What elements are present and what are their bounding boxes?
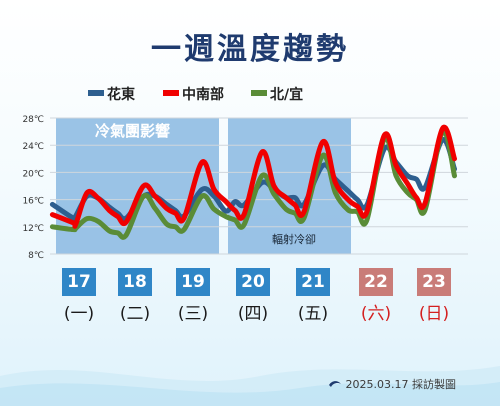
legend-label-hualien: 花東 — [107, 87, 135, 103]
series-line-1 — [49, 124, 457, 229]
day-date: 19 — [176, 268, 210, 296]
day-date: 21 — [296, 268, 330, 296]
legend: 花東 中南部 北/宜 — [88, 85, 348, 103]
day-weekday: (日) — [418, 304, 450, 324]
day-date: 22 — [359, 268, 393, 296]
decorative-wave — [0, 366, 500, 406]
day-weekday: (二) — [119, 304, 151, 324]
y-tick-label: 28℃ — [22, 115, 44, 125]
legend-label-north-yilan: 北/宜 — [270, 87, 304, 103]
day-4: 21 (五) — [290, 268, 340, 328]
day-weekday: (六) — [360, 304, 392, 324]
day-weekday: (五) — [297, 304, 329, 324]
credit: 2025.03.17 採訪製圖 — [328, 376, 456, 392]
page-title: 一週溫度趨勢 — [151, 32, 349, 67]
day-date: 17 — [62, 268, 96, 296]
y-tick-label: 24℃ — [22, 142, 44, 152]
annotation-radiative: 輻射冷卻 — [272, 232, 316, 246]
day-date: 20 — [236, 268, 270, 296]
y-tick-label: 20℃ — [22, 169, 44, 179]
day-weekday: (一) — [63, 304, 95, 324]
legend-label-central-south: 中南部 — [182, 87, 224, 103]
logo-icon — [328, 381, 341, 387]
day-3: 20 (四) — [230, 268, 280, 328]
day-1: 18 (二) — [112, 268, 162, 328]
y-tick-label: 16℃ — [22, 197, 44, 207]
day-weekday: (三) — [177, 304, 209, 324]
day-6: 23 (日) — [411, 268, 461, 328]
day-weekday: (四) — [237, 304, 269, 324]
shaded-period — [228, 118, 351, 254]
y-tick-label: 8℃ — [28, 251, 44, 261]
legend-swatch-central-south — [163, 90, 179, 96]
day-date: 23 — [417, 268, 451, 296]
legend-swatch-north-yilan — [251, 90, 267, 96]
annotation-cold-air: 冷氣團影響 — [95, 122, 170, 140]
y-tick-label: 12℃ — [22, 224, 44, 234]
day-2: 19 (三) — [170, 268, 220, 328]
day-date: 18 — [118, 268, 152, 296]
day-axis: 17 (一) 18 (二) 19 (三) 20 (四) 21 (五) 22 (六… — [0, 268, 500, 328]
legend-swatch-hualien — [88, 90, 104, 96]
credit-text: 2025.03.17 採訪製圖 — [345, 378, 456, 391]
day-0: 17 (一) — [56, 268, 106, 328]
day-5: 22 (六) — [353, 268, 403, 328]
